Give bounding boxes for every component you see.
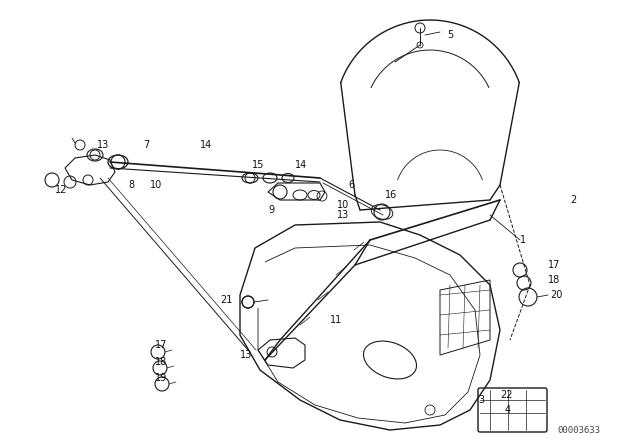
Text: 21: 21: [220, 295, 232, 305]
Text: 4: 4: [505, 405, 511, 415]
Text: 8: 8: [128, 180, 134, 190]
Text: 16: 16: [385, 190, 397, 200]
Text: 3: 3: [478, 395, 484, 405]
Text: 13: 13: [97, 140, 109, 150]
Text: 14: 14: [200, 140, 212, 150]
Text: 00003633: 00003633: [557, 426, 600, 435]
Text: 13: 13: [337, 210, 349, 220]
Text: 7: 7: [143, 140, 149, 150]
Text: 22: 22: [500, 390, 513, 400]
Text: 19: 19: [155, 373, 167, 383]
Text: 13: 13: [240, 350, 252, 360]
Text: 18: 18: [155, 357, 167, 367]
Text: 17: 17: [548, 260, 561, 270]
Text: 18: 18: [548, 275, 560, 285]
Text: 20: 20: [550, 290, 563, 300]
Text: 5: 5: [447, 30, 453, 40]
Text: 15: 15: [252, 160, 264, 170]
Text: 10: 10: [150, 180, 163, 190]
Text: 10: 10: [337, 200, 349, 210]
Text: 11: 11: [330, 315, 342, 325]
Text: 2: 2: [570, 195, 576, 205]
Text: 12: 12: [55, 185, 67, 195]
Text: 17: 17: [155, 340, 168, 350]
Text: 6: 6: [348, 180, 354, 190]
Text: 9: 9: [268, 205, 274, 215]
Text: 14: 14: [295, 160, 307, 170]
Text: 1: 1: [520, 235, 526, 245]
